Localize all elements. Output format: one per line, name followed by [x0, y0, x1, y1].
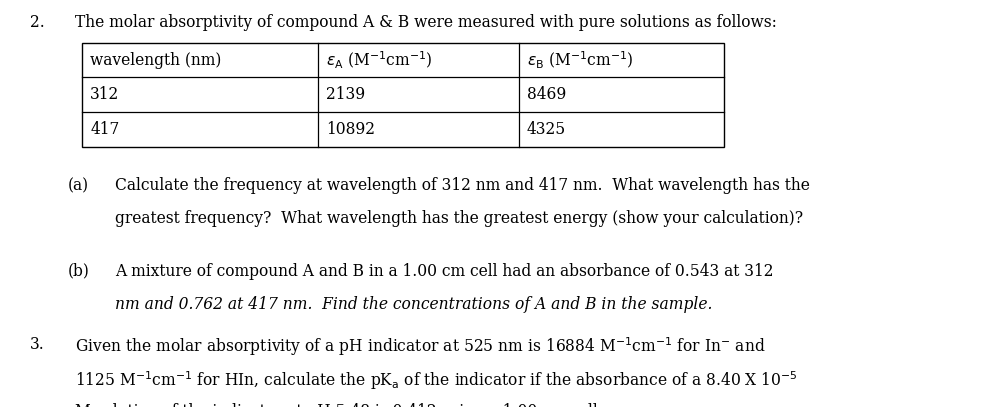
- Text: (b): (b): [68, 263, 90, 280]
- Text: 8469: 8469: [526, 86, 565, 103]
- Text: $\varepsilon_\mathrm{A}$ (M$^{-1}$cm$^{-1}$): $\varepsilon_\mathrm{A}$ (M$^{-1}$cm$^{-…: [326, 50, 432, 70]
- Text: 2.: 2.: [30, 14, 45, 31]
- Text: 2139: 2139: [326, 86, 365, 103]
- Text: nm and 0.762 at 417 nm.  Find the concentrations of A and B in the sample.: nm and 0.762 at 417 nm. Find the concent…: [115, 296, 712, 313]
- Bar: [82, 43, 723, 147]
- Text: (a): (a): [68, 177, 89, 194]
- Text: Given the molar absorptivity of a pH indicator at 525 nm is 16884 M$^{-1}$cm$^{-: Given the molar absorptivity of a pH ind…: [75, 336, 766, 359]
- Text: 3.: 3.: [30, 336, 45, 353]
- Text: 4325: 4325: [526, 121, 565, 138]
- Text: 417: 417: [90, 121, 119, 138]
- Text: greatest frequency?  What wavelength has the greatest energy (show your calculat: greatest frequency? What wavelength has …: [115, 210, 803, 228]
- Text: 10892: 10892: [326, 121, 375, 138]
- Text: The molar absorptivity of compound A & B were measured with pure solutions as fo: The molar absorptivity of compound A & B…: [75, 14, 777, 31]
- Text: M solution of the indicator at pH 5.48 is 0.412 using a 1.00 cm cell.: M solution of the indicator at pH 5.48 i…: [75, 403, 602, 407]
- Text: 1125 M$^{-1}$cm$^{-1}$ for HIn, calculate the pK$_\mathrm{a}$ of the indicator i: 1125 M$^{-1}$cm$^{-1}$ for HIn, calculat…: [75, 369, 798, 392]
- Text: A mixture of compound A and B in a 1.00 cm cell had an absorbance of 0.543 at 31: A mixture of compound A and B in a 1.00 …: [115, 263, 774, 280]
- Text: Calculate the frequency at wavelength of 312 nm and 417 nm.  What wavelength has: Calculate the frequency at wavelength of…: [115, 177, 810, 194]
- Text: 312: 312: [90, 86, 119, 103]
- Text: $\varepsilon_\mathrm{B}$ (M$^{-1}$cm$^{-1}$): $\varepsilon_\mathrm{B}$ (M$^{-1}$cm$^{-…: [526, 50, 632, 70]
- Text: wavelength (nm): wavelength (nm): [90, 52, 221, 68]
